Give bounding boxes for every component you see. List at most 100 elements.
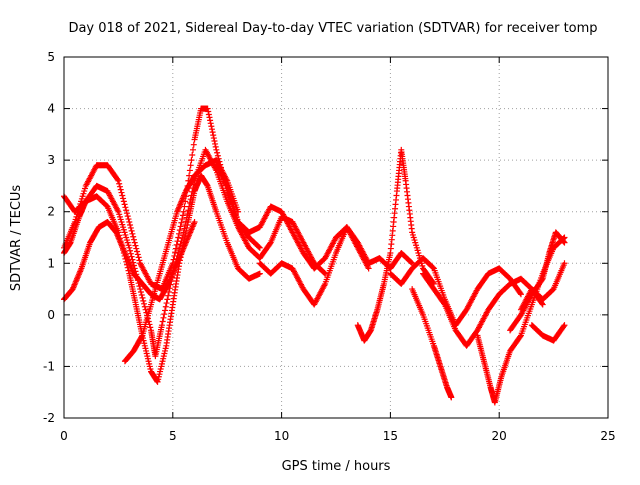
data-point	[165, 292, 172, 299]
data-point	[210, 132, 217, 139]
data-point	[539, 301, 546, 308]
data-point	[205, 108, 212, 115]
data-point	[120, 198, 127, 205]
data-point	[180, 208, 187, 215]
series-sat-n	[528, 322, 568, 344]
data-point	[158, 322, 165, 329]
data-point	[128, 253, 135, 260]
data-point	[181, 203, 188, 210]
data-point	[130, 233, 137, 240]
data-point	[130, 236, 137, 243]
data-point	[141, 300, 148, 307]
chart-title: Day 018 of 2021, Sidereal Day-to-day VTE…	[68, 21, 597, 36]
data-points-layer	[61, 105, 568, 406]
data-point	[131, 239, 138, 246]
data-point	[179, 212, 186, 219]
data-point	[561, 322, 568, 329]
data-point	[210, 135, 217, 142]
data-point	[125, 216, 132, 223]
data-point	[207, 120, 214, 127]
data-point	[126, 244, 133, 251]
x-axis-label: GPS time / hours	[282, 459, 391, 474]
data-point	[134, 251, 141, 258]
data-point	[212, 143, 219, 150]
series-sat-g	[256, 224, 416, 308]
data-point	[118, 189, 125, 196]
data-point	[117, 186, 124, 193]
data-point	[129, 256, 136, 263]
data-point	[138, 291, 145, 298]
data-point	[256, 244, 263, 251]
data-point	[136, 257, 143, 264]
data-point	[160, 314, 167, 321]
data-point	[176, 227, 183, 234]
data-point	[209, 129, 216, 136]
data-point	[116, 183, 123, 190]
data-point	[214, 149, 221, 156]
data-point	[162, 303, 169, 310]
data-point	[408, 259, 415, 266]
data-point	[172, 249, 179, 256]
data-point	[119, 192, 126, 199]
data-point	[147, 324, 154, 331]
data-point	[517, 333, 524, 340]
data-point	[183, 224, 190, 231]
data-point	[120, 195, 127, 202]
data-point	[124, 213, 131, 220]
ticks-layer: 0 5 10 15 20 25 -2 -1 0 1 2 3 4 5	[43, 50, 616, 443]
series-sat-d	[61, 219, 198, 303]
y-tick-label: 1	[47, 256, 55, 270]
x-tick-label: 5	[169, 429, 177, 443]
data-point	[137, 286, 144, 293]
data-point	[517, 290, 524, 297]
data-point	[214, 152, 221, 159]
data-point	[204, 105, 211, 112]
data-point	[177, 223, 184, 230]
data-point	[127, 224, 134, 231]
y-axis-label: SDTVAR / TECUs	[9, 185, 24, 292]
series-sat-e	[121, 157, 242, 365]
grid-layer	[64, 57, 608, 418]
data-point	[127, 247, 134, 254]
data-point	[126, 219, 133, 226]
data-point	[172, 245, 179, 252]
data-point	[186, 172, 193, 179]
plot-frame	[63, 56, 609, 419]
data-point	[140, 297, 147, 304]
data-point	[178, 219, 185, 226]
data-point	[176, 230, 183, 237]
data-point	[538, 276, 545, 283]
data-point	[141, 303, 148, 310]
data-point	[130, 259, 137, 266]
data-point	[188, 157, 195, 164]
data-point	[560, 323, 567, 330]
data-point	[174, 238, 181, 245]
data-point	[517, 291, 524, 298]
data-point	[123, 207, 130, 214]
series-sat-k	[420, 270, 546, 349]
series-sat-h	[354, 146, 437, 344]
data-point	[115, 177, 122, 184]
data-point	[208, 123, 215, 130]
y-tick-label: -1	[43, 359, 55, 373]
data-point	[186, 167, 193, 174]
data-point	[173, 241, 180, 248]
y-tick-label: -2	[43, 411, 55, 425]
data-point	[159, 318, 166, 325]
data-point	[134, 248, 141, 255]
data-point	[129, 230, 136, 237]
series-sat-j	[409, 286, 455, 401]
data-point	[191, 219, 198, 226]
data-point	[365, 265, 372, 272]
data-point	[127, 221, 134, 228]
data-point	[162, 307, 169, 314]
data-point	[127, 250, 134, 257]
data-point	[139, 294, 146, 301]
data-point	[137, 289, 144, 296]
data-point	[138, 333, 145, 340]
data-point	[128, 227, 135, 234]
series-sat-o	[517, 260, 568, 313]
data-point	[161, 311, 168, 318]
